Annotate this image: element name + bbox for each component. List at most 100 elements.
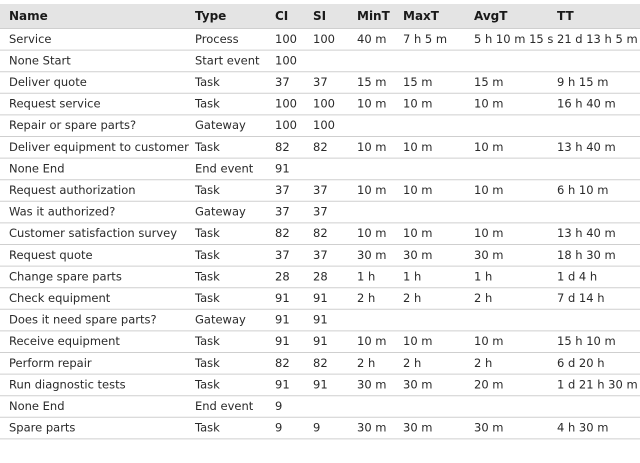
table-cell: Task <box>194 75 220 89</box>
table-cell: Customer satisfaction survey <box>9 226 177 240</box>
table-cell: 91 <box>313 377 328 391</box>
table-cell: Task <box>194 248 220 262</box>
table-cell: 37 <box>275 205 290 219</box>
table-cell: Was it authorized? <box>9 205 115 219</box>
table-cell: 10 m <box>403 140 433 154</box>
table-cell: 1 h <box>357 269 375 283</box>
table-cell: 30 m <box>357 421 387 435</box>
table-cell: 13 h 40 m <box>557 140 616 154</box>
table-cell: 91 <box>275 313 290 327</box>
table-cell: 7 d 14 h <box>557 291 605 305</box>
table-cell: 28 <box>275 269 290 283</box>
table-cell: Task <box>194 140 220 154</box>
table-cell: 10 m <box>474 226 504 240</box>
table-cell: Does it need spare parts? <box>9 313 157 327</box>
table-cell: 10 m <box>403 183 433 197</box>
table-cell: 21 d 13 h 5 m <box>557 32 638 46</box>
table-cell: 100 <box>313 118 335 132</box>
table-cell: 10 m <box>357 334 387 348</box>
table-cell: None End <box>9 161 65 175</box>
table-cell: Task <box>194 377 220 391</box>
table-cell: 10 m <box>403 226 433 240</box>
table-cell: Deliver quote <box>9 75 87 89</box>
table-cell: 91 <box>275 377 290 391</box>
table-cell: 100 <box>313 97 335 111</box>
table-cell: None Start <box>9 53 71 67</box>
table-cell: 91 <box>313 334 328 348</box>
table-cell: 4 h 30 m <box>557 421 608 435</box>
table-cell: Spare parts <box>9 421 75 435</box>
table-cell: 91 <box>275 161 290 175</box>
column-header: Type <box>195 9 226 23</box>
table-cell: 82 <box>275 356 290 370</box>
table-cell: 1 d 21 h 30 m <box>557 377 638 391</box>
table-cell: End event <box>195 399 254 413</box>
table-cell: Task <box>194 421 220 435</box>
column-header: TT <box>557 9 574 23</box>
table-cell: Task <box>194 334 220 348</box>
table-cell: 10 m <box>474 140 504 154</box>
table-cell: 2 h <box>474 356 492 370</box>
table-cell: 37 <box>275 75 290 89</box>
table-cell: Gateway <box>195 118 246 132</box>
table-cell: 6 d 20 h <box>557 356 605 370</box>
table-cell: 37 <box>275 183 290 197</box>
table-cell: End event <box>195 161 254 175</box>
table-cell: 37 <box>313 248 328 262</box>
table-cell: 82 <box>313 226 328 240</box>
table-cell: 2 h <box>403 356 421 370</box>
table-cell: 82 <box>275 140 290 154</box>
table-cell: 30 m <box>357 248 387 262</box>
table-cell: 10 m <box>403 97 433 111</box>
table-cell: 30 m <box>403 377 433 391</box>
table-cell: 37 <box>313 205 328 219</box>
table-cell: Task <box>194 226 220 240</box>
table-cell: 1 d 4 h <box>557 269 597 283</box>
table-cell: 40 m <box>357 32 387 46</box>
table-cell: 9 <box>275 399 282 413</box>
table-cell: 37 <box>313 75 328 89</box>
table-cell: Task <box>194 183 220 197</box>
table-cell: 2 h <box>474 291 492 305</box>
table-cell: 30 m <box>403 421 433 435</box>
table-cell: 10 m <box>403 334 433 348</box>
table-cell: 30 m <box>474 248 504 262</box>
table-cell: None End <box>9 399 65 413</box>
table-cell: Request authorization <box>9 183 136 197</box>
column-header: AvgT <box>474 9 508 23</box>
table-cell: 1 h <box>403 269 421 283</box>
table-cell: 37 <box>313 183 328 197</box>
table-cell: 10 m <box>474 97 504 111</box>
table-cell: Run diagnostic tests <box>9 377 126 391</box>
table-cell: 100 <box>275 97 297 111</box>
table-cell: 82 <box>313 356 328 370</box>
table-cell: 10 m <box>474 183 504 197</box>
table-cell: Process <box>195 32 239 46</box>
table-cell: 37 <box>275 248 290 262</box>
table-cell: Task <box>194 291 220 305</box>
table-cell: 9 h 15 m <box>557 75 608 89</box>
table-cell: 82 <box>313 140 328 154</box>
table-cell: 18 h 30 m <box>557 248 616 262</box>
table-cell: 100 <box>275 53 297 67</box>
table-cell: 9 <box>313 421 320 435</box>
table-cell: 2 h <box>357 356 375 370</box>
table-cell: 16 h 40 m <box>557 97 616 111</box>
table-cell: 10 m <box>357 226 387 240</box>
table-cell: Start event <box>195 53 260 67</box>
table-cell: 9 <box>275 421 282 435</box>
table-cell: 1 h <box>474 269 492 283</box>
table-cell: Change spare parts <box>9 269 122 283</box>
table-cell: 91 <box>313 313 328 327</box>
table-cell: 15 m <box>357 75 387 89</box>
table-cell: 100 <box>275 32 297 46</box>
table-cell: Check equipment <box>9 291 111 305</box>
table-cell: 82 <box>275 226 290 240</box>
table-cell: Task <box>194 356 220 370</box>
table-cell: 15 m <box>474 75 504 89</box>
column-header: CI <box>275 9 288 23</box>
table-cell: Task <box>194 269 220 283</box>
column-header: MinT <box>357 9 391 23</box>
